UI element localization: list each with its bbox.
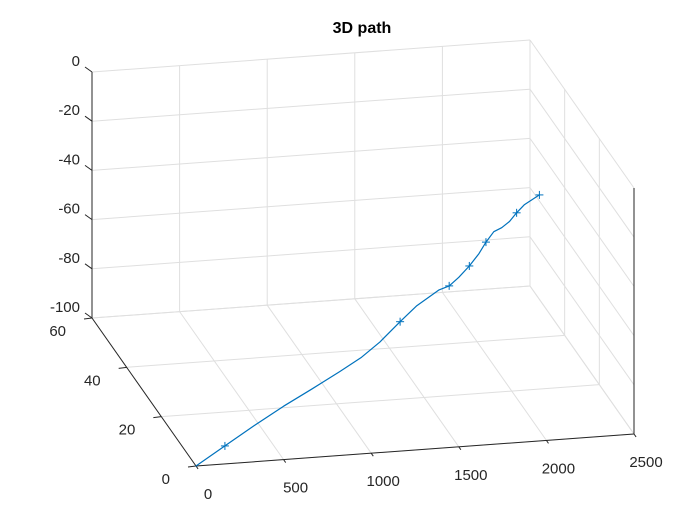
grid-line bbox=[91, 88, 531, 122]
grid-lines bbox=[91, 39, 635, 467]
y-tick-mark bbox=[118, 366, 127, 369]
data-marker bbox=[535, 190, 544, 199]
x-axis-line bbox=[195, 433, 635, 467]
z-tick-mark bbox=[84, 214, 93, 221]
grid-line bbox=[91, 236, 531, 270]
grid-line bbox=[529, 187, 635, 336]
y-tick-mark bbox=[153, 416, 162, 419]
y-tick-mark bbox=[83, 317, 93, 320]
z-tick-label: -40 bbox=[58, 151, 80, 168]
y-tick-label: 60 bbox=[49, 323, 66, 340]
data-marker bbox=[445, 281, 454, 290]
x-tick-mark bbox=[370, 452, 374, 457]
series-layer bbox=[195, 190, 544, 467]
z-tick-mark bbox=[84, 164, 93, 171]
y-tick-mark bbox=[187, 465, 197, 468]
x-tick-label: 1500 bbox=[454, 467, 487, 484]
x-tick-label: 500 bbox=[283, 480, 308, 497]
x-tick-mark bbox=[283, 459, 287, 463]
grid-line bbox=[91, 285, 531, 319]
z-tick-mark bbox=[84, 312, 93, 319]
series-line bbox=[195, 194, 540, 467]
z-tick-mark bbox=[84, 263, 93, 270]
x-tick-mark bbox=[633, 433, 637, 438]
chart-title: 3D path bbox=[333, 20, 392, 37]
data-marker bbox=[512, 208, 521, 217]
z-tick-label: -20 bbox=[58, 102, 80, 119]
z-tick-label: 0 bbox=[72, 53, 80, 70]
grid-line bbox=[91, 39, 531, 73]
grid-line bbox=[529, 285, 635, 435]
data-marker bbox=[220, 441, 229, 450]
x-tick-mark bbox=[458, 446, 462, 451]
x-tick-label: 2000 bbox=[542, 460, 575, 477]
x-tick-mark bbox=[195, 465, 199, 470]
y-tick-label: 40 bbox=[84, 372, 101, 389]
data-marker bbox=[465, 261, 474, 270]
grid-line bbox=[161, 384, 600, 418]
grid-line bbox=[91, 137, 531, 171]
z-tick-label: -60 bbox=[58, 201, 80, 218]
x-tick-label: 2500 bbox=[629, 454, 662, 471]
grid-line bbox=[529, 88, 635, 238]
grid-line bbox=[529, 39, 635, 189]
grid-line bbox=[126, 334, 565, 368]
grid-line bbox=[266, 304, 372, 454]
x-tick-label: 1000 bbox=[367, 473, 400, 490]
tick-labels: 0 500 1000 1500 2000 2500 0 20 40 60 -100 -80 -60 -40… bbox=[49, 53, 662, 503]
y-axis-line bbox=[91, 317, 197, 467]
x-tick-mark bbox=[545, 440, 549, 444]
data-marker bbox=[481, 238, 490, 247]
z-tick-mark bbox=[84, 66, 93, 73]
y-tick-label: 20 bbox=[119, 422, 136, 439]
grid-line bbox=[441, 292, 547, 441]
z-tick-label: -80 bbox=[58, 250, 80, 267]
grid-line bbox=[354, 298, 460, 448]
x-tick-label: 0 bbox=[204, 486, 212, 503]
grid-line bbox=[529, 236, 635, 386]
grid-line bbox=[91, 187, 531, 221]
data-marker bbox=[396, 317, 405, 326]
grid-line bbox=[529, 138, 635, 287]
grid-line bbox=[179, 311, 285, 460]
axis-lines bbox=[91, 72, 635, 467]
z-tick-label: -100 bbox=[50, 299, 80, 316]
z-tick-mark bbox=[84, 115, 93, 122]
y-tick-label: 0 bbox=[162, 471, 170, 488]
